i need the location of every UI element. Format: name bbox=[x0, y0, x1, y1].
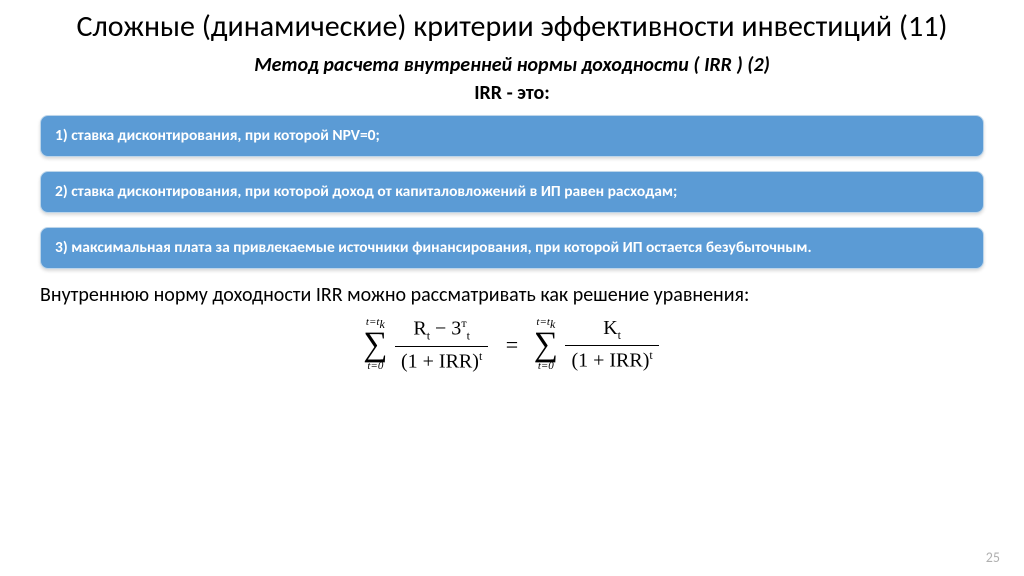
definition-box-3: 3) максимальная плата за привлекаемые ис… bbox=[40, 227, 984, 269]
fraction-left-num: Rt − 3тt bbox=[395, 316, 488, 347]
sum-right: t=tk ∑ t=0 bbox=[534, 317, 558, 372]
fraction-left: Rt − 3тt (1 + IRR)t bbox=[395, 316, 488, 373]
fraction-right-num: Kt bbox=[565, 317, 658, 346]
slide: Сложные (динамические) критерии эффектив… bbox=[0, 0, 1024, 576]
num-3-sub: t bbox=[467, 329, 470, 343]
equals-sign: = bbox=[506, 332, 518, 358]
num-minus: − 3 bbox=[430, 318, 461, 340]
definition-box-2: 2) ставка дисконтирования, при которой д… bbox=[40, 171, 984, 213]
slide-subtitle: Метод расчета внутренней нормы доходност… bbox=[40, 53, 984, 77]
definition-box-1: 1) ставка дисконтирования, при которой N… bbox=[40, 115, 984, 157]
page-number: 25 bbox=[986, 549, 1000, 566]
sigma-icon: ∑ bbox=[363, 330, 387, 361]
num-kt-sub: t bbox=[618, 328, 621, 342]
den-right-base: (1 + IRR) bbox=[571, 349, 649, 371]
den-right-exp: t bbox=[649, 348, 652, 362]
den-left-base: (1 + IRR) bbox=[401, 350, 479, 372]
sigma-icon: ∑ bbox=[534, 330, 558, 361]
num-kt: K bbox=[603, 317, 617, 339]
den-left-exp: t bbox=[479, 349, 482, 363]
equation-intro: Внутреннюю норму доходности IRR можно ра… bbox=[40, 283, 984, 308]
fraction-right: Kt (1 + IRR)t bbox=[565, 317, 658, 373]
num-rt: R bbox=[413, 318, 426, 340]
slide-subhead: IRR - это: bbox=[40, 81, 984, 105]
fraction-right-den: (1 + IRR)t bbox=[565, 346, 658, 373]
sum-left: t=tk ∑ t=0 bbox=[363, 317, 387, 372]
slide-title: Сложные (динамические) критерии эффектив… bbox=[40, 10, 984, 45]
irr-equation: t=tk ∑ t=0 Rt − 3тt (1 + IRR)t = t=tk ∑ … bbox=[40, 316, 984, 373]
fraction-left-den: (1 + IRR)t bbox=[395, 347, 488, 374]
